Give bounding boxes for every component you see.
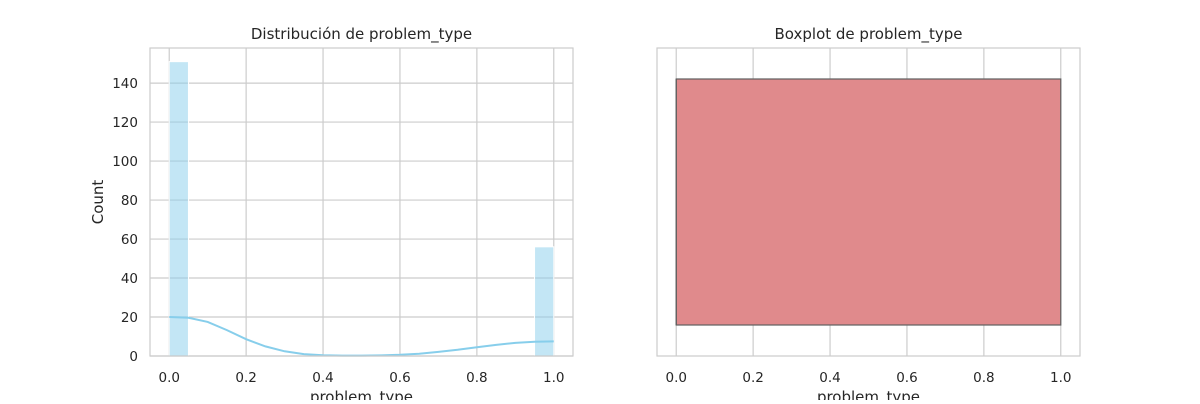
histogram-x-tick-label: 0.6: [389, 370, 410, 386]
histogram-x-tick-label: 0.8: [466, 370, 487, 386]
histogram-y-tick-label: 60: [121, 232, 138, 248]
boxplot-x-tick-label: 0.8: [973, 370, 994, 386]
kde-line: [169, 316, 554, 357]
boxplot-panel: 0.0 0.2 0.4 0.6 0.8 1.0 Boxplot de problem_ty…: [656, 25, 1081, 404]
histogram-grid: [150, 48, 573, 357]
histogram-y-tick-label: 0: [129, 349, 138, 365]
histogram-panel: 0.0 0.2 0.4 0.6 0.8 1.0 0 20 40 60 80 100 120 140 Di…: [89, 25, 574, 404]
histogram-y-tick-label: 120: [112, 115, 138, 131]
boxplot-box: [675, 78, 1062, 326]
histogram-bar: [534, 246, 555, 357]
histogram-x-axis-label: problem_type: [310, 388, 413, 400]
boxplot-x-tick-label: 0.6: [896, 370, 917, 386]
boxplot-x-ticks: 0.0 0.2 0.4 0.6 0.8 1.0: [665, 370, 1071, 386]
boxplot-title: Boxplot de problem_type: [775, 25, 963, 44]
histogram-bar: [168, 61, 189, 357]
histogram-x-ticks: 0.0 0.2 0.4 0.6 0.8 1.0: [158, 370, 564, 386]
boxplot-x-tick-label: 0.4: [819, 370, 840, 386]
histogram-y-tick-label: 40: [121, 271, 138, 287]
histogram-title: Distribución de problem_type: [251, 25, 472, 44]
histogram-y-axis-label: Count: [89, 180, 107, 225]
histogram-y-tick-label: 80: [121, 193, 138, 209]
histogram-y-tick-label: 140: [112, 76, 138, 92]
boxplot-x-axis-label: problem_type: [817, 388, 920, 400]
histogram-bars: [168, 61, 555, 357]
histogram-x-tick-label: 1.0: [543, 370, 564, 386]
boxplot-x-tick-label: 1.0: [1050, 370, 1071, 386]
histogram-x-tick-label: 0.0: [158, 370, 179, 386]
boxplot-frame: [656, 47, 1081, 357]
histogram-y-ticks: 0 20 40 60 80 100 120 140: [112, 76, 138, 365]
histogram-x-tick-label: 0.2: [235, 370, 256, 386]
boxplot-x-tick-label: 0.2: [742, 370, 763, 386]
histogram-y-tick-label: 100: [112, 154, 138, 170]
boxplot-x-tick-label: 0.0: [665, 370, 686, 386]
histogram-frame: [149, 47, 574, 357]
histogram-x-tick-label: 0.4: [312, 370, 333, 386]
histogram-y-tick-label: 20: [121, 310, 138, 326]
